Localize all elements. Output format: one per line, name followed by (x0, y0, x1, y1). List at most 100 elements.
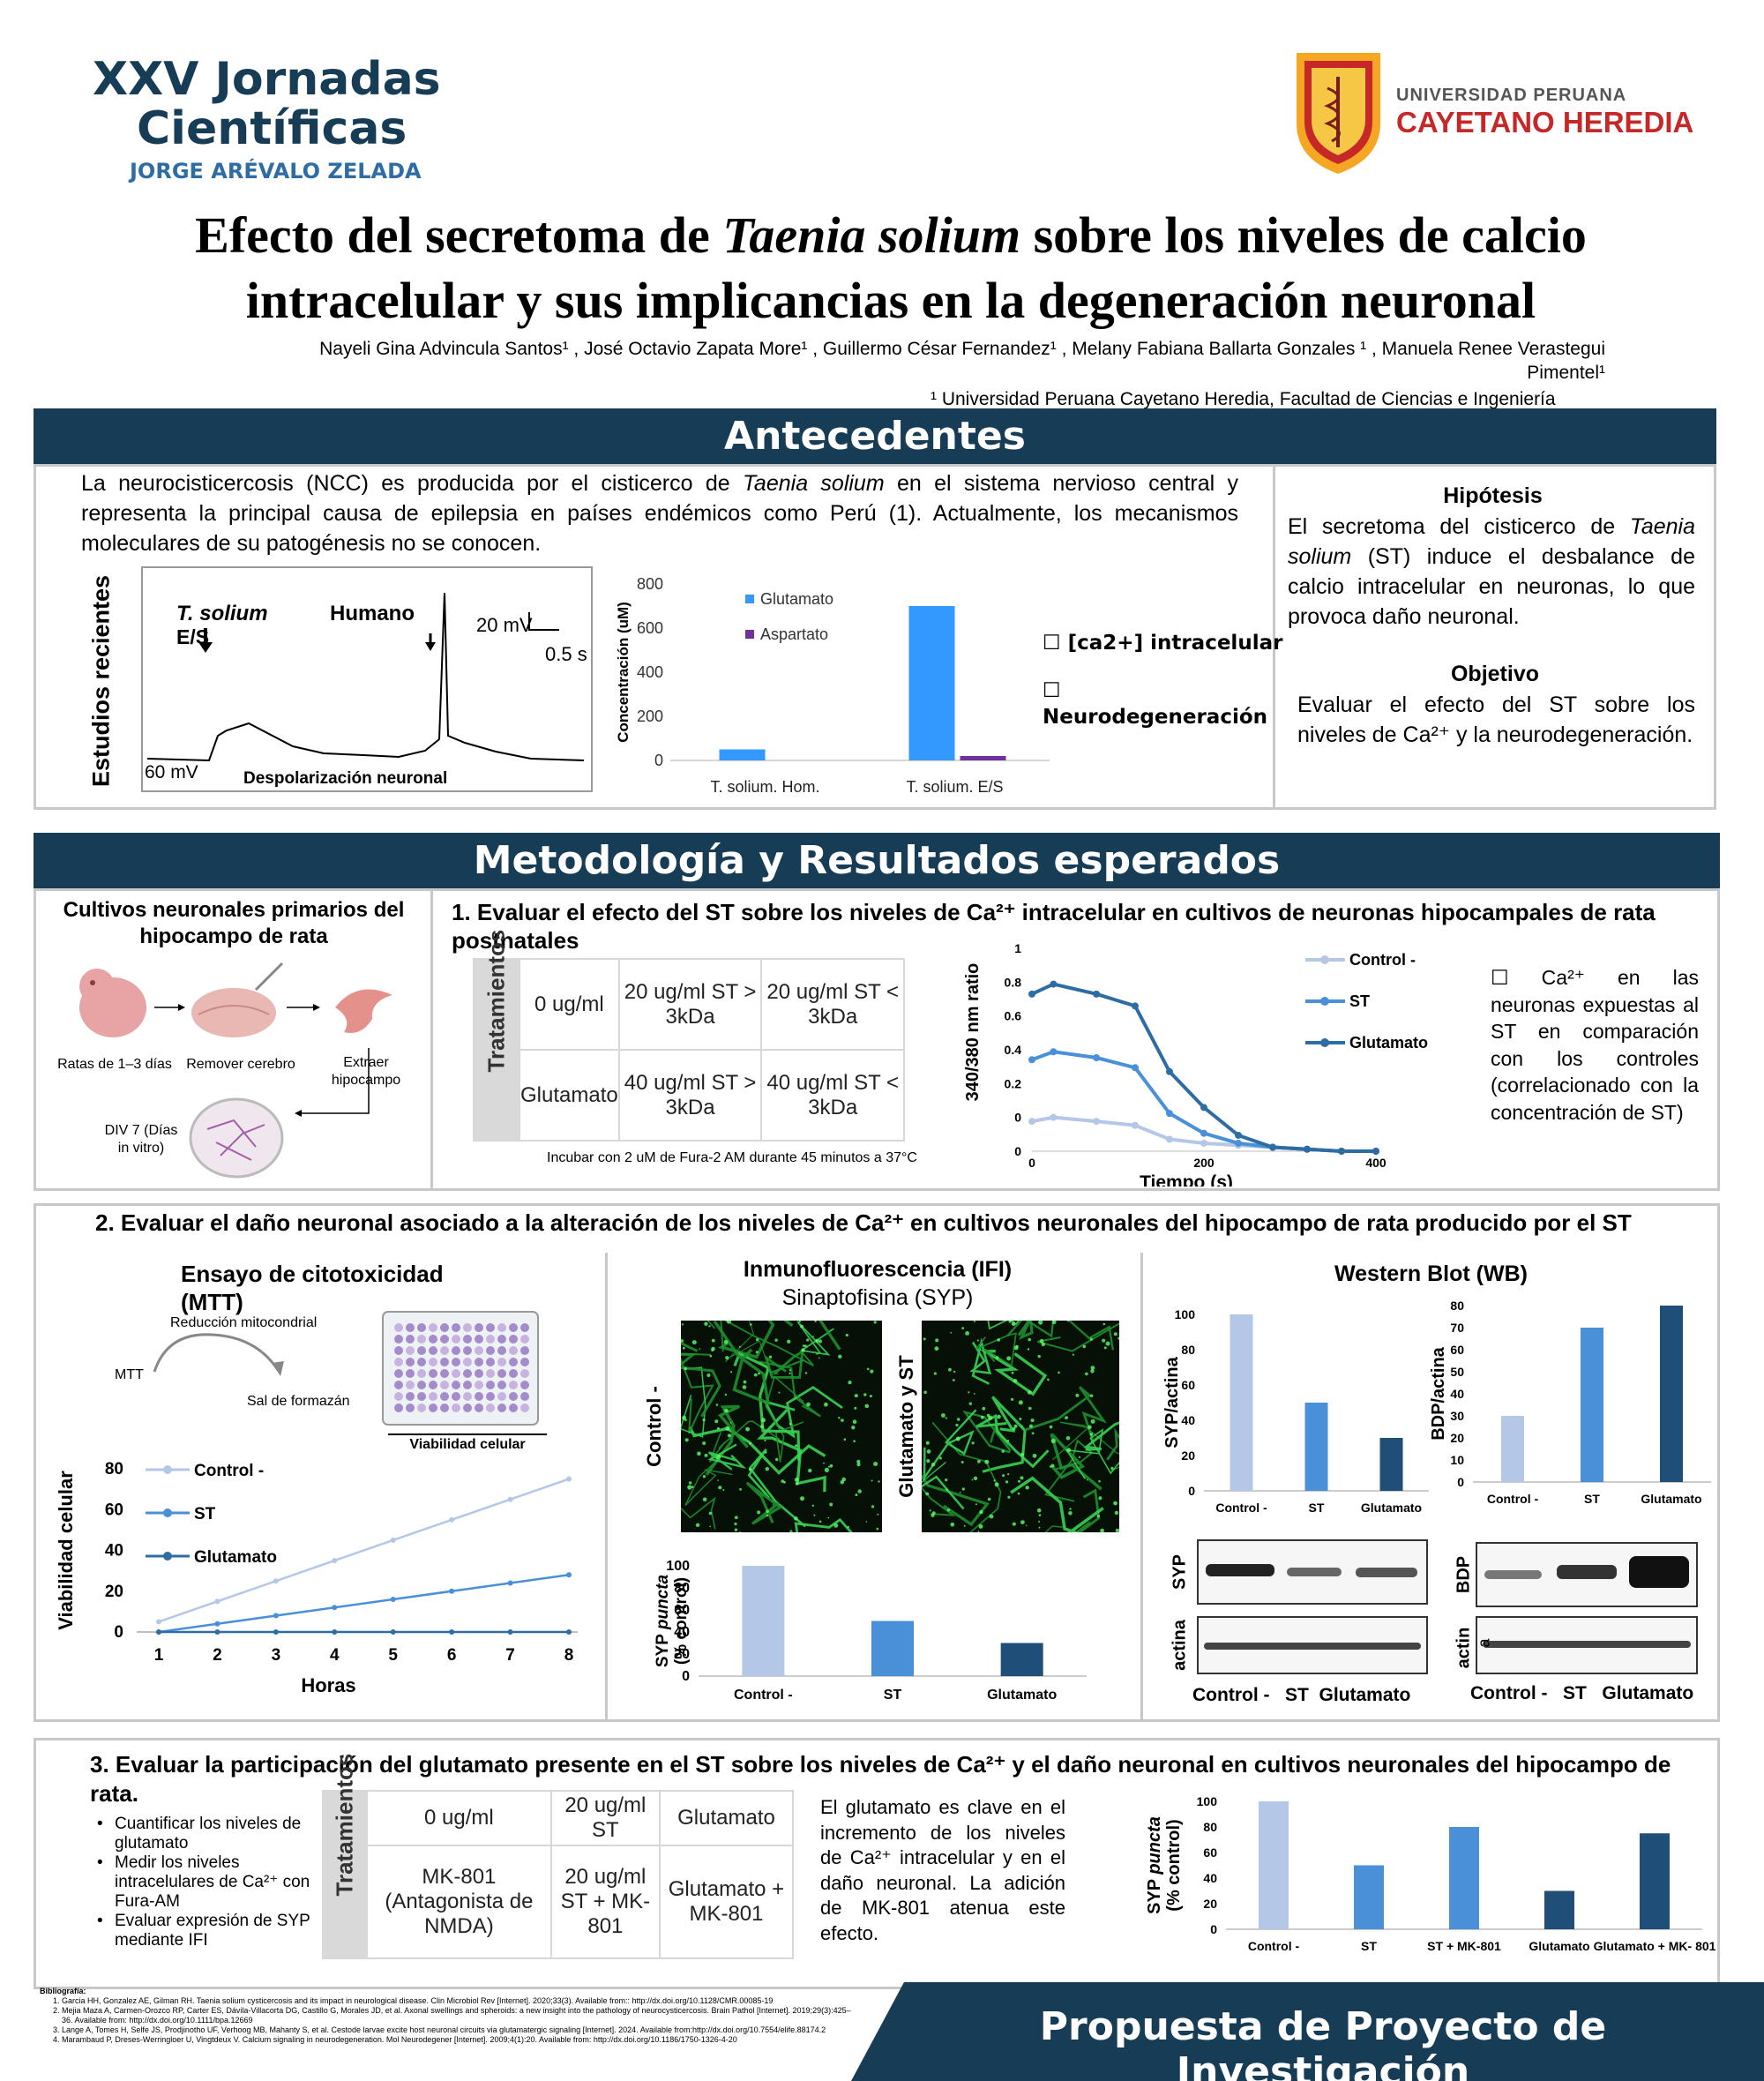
synaptic-puncta (1088, 1425, 1092, 1430)
data-point (1050, 1048, 1058, 1056)
synaptic-puncta (1028, 1406, 1032, 1411)
synaptic-puncta (1025, 1524, 1028, 1527)
synaptic-puncta (766, 1509, 769, 1514)
synaptic-puncta (716, 1426, 720, 1430)
synaptic-puncta (734, 1516, 738, 1520)
synaptic-puncta (684, 1366, 688, 1371)
poster-title: Efecto del secretoma de Taenia solium so… (195, 206, 1587, 329)
neurite (1017, 1321, 1034, 1340)
data-point (214, 1598, 220, 1605)
bullet-item: Evaluar expresión de SYP mediante IFI (97, 1912, 322, 1950)
plate-well (497, 1335, 506, 1344)
synaptic-puncta (873, 1462, 878, 1466)
plate-well (394, 1346, 403, 1355)
plate-well (475, 1381, 483, 1389)
plate-well (509, 1335, 518, 1344)
synaptic-puncta (818, 1339, 822, 1344)
y-tick-label: 100 (1175, 1307, 1196, 1321)
legend-swatch (745, 595, 754, 603)
plate-well (417, 1369, 426, 1378)
synaptic-puncta (800, 1496, 804, 1501)
synaptic-puncta (756, 1338, 759, 1342)
synaptic-puncta (687, 1485, 692, 1490)
t1-cell: 20 ug/ml ST < 3kDa (760, 958, 905, 1051)
event-logo: XXV Jornadas Científicas JORGE ARÉVALO Z… (93, 55, 463, 183)
neurite (982, 1396, 1027, 1473)
plate-well (429, 1392, 437, 1401)
data-point (390, 1597, 396, 1602)
plate-well (463, 1369, 472, 1378)
neurite (747, 1448, 806, 1528)
synaptic-puncta (934, 1346, 939, 1351)
synaptic-puncta (1090, 1369, 1095, 1374)
synaptic-puncta (827, 1516, 830, 1519)
synaptic-puncta (979, 1509, 983, 1515)
plate-well (406, 1323, 415, 1332)
synaptic-puncta (1012, 1427, 1016, 1431)
synaptic-puncta (955, 1423, 959, 1427)
synaptic-puncta (681, 1339, 684, 1343)
synaptic-puncta (977, 1459, 981, 1463)
synaptic-puncta (840, 1480, 844, 1485)
event-subtitle: JORGE ARÉVALO ZELADA (130, 159, 422, 183)
y-tick-label: 100 (1197, 1794, 1218, 1808)
neurite (707, 1443, 747, 1471)
legend-marker (163, 1508, 172, 1517)
synaptic-puncta (789, 1369, 792, 1372)
synaptic-puncta (1050, 1463, 1055, 1468)
synaptic-puncta (965, 1331, 969, 1336)
synaptic-puncta (812, 1336, 814, 1337)
plate-well (497, 1346, 506, 1355)
synaptic-puncta (691, 1340, 697, 1345)
footer-banner-shape (851, 1982, 1764, 2081)
trat-label-3: Tratamientos (331, 1753, 358, 1896)
t3-cell: MK-801 (Antagonista de NMDA) (366, 1845, 552, 1959)
bibliografia: Bibliografía: Garcia HH, Gonzalez AE, Gi… (40, 1987, 851, 2045)
x-tick-label: 400 (1365, 1156, 1387, 1170)
plate-well (486, 1369, 495, 1378)
neurite (1074, 1488, 1101, 1532)
y-axis-label: Concentración (uM) (615, 602, 632, 743)
reduccion-label: Reducción mitocondrial (170, 1315, 318, 1330)
y-tick-label: 70 (1450, 1321, 1464, 1335)
t3-cell: 20 ug/ml ST + MK-801 (549, 1845, 661, 1959)
synaptic-puncta (702, 1475, 706, 1478)
synaptic-puncta (923, 1337, 926, 1341)
mtt-arrow-icon (153, 1333, 284, 1376)
plate-well (520, 1404, 529, 1412)
t1-cell: 40 ug/ml ST > 3kDa (617, 1049, 763, 1142)
plate-well (440, 1323, 449, 1332)
synaptic-puncta (715, 1404, 719, 1406)
y-tick-label: 80 (1181, 1343, 1195, 1357)
synaptic-puncta (1098, 1496, 1102, 1501)
synaptic-puncta (997, 1414, 1001, 1419)
step-remover: Remover cerebro (186, 1057, 295, 1072)
synaptic-puncta (789, 1372, 791, 1374)
data-point (1093, 1118, 1101, 1126)
y-tick-label: 0.8 (1005, 975, 1022, 989)
y-axis-label: SYP puncta(% control) (1145, 1816, 1184, 1914)
synaptic-puncta (829, 1502, 833, 1507)
legend-label: Aspartato (760, 625, 828, 643)
synaptic-puncta (739, 1487, 742, 1491)
plate-well (429, 1369, 437, 1378)
data-point (1200, 1139, 1207, 1147)
synaptic-puncta (738, 1345, 741, 1348)
plate-well (463, 1358, 472, 1366)
synaptic-puncta (688, 1481, 692, 1485)
y-tick-label: 60 (674, 1603, 690, 1618)
t1-cell: 20 ug/ml ST > 3kDa (617, 958, 763, 1051)
plate-well (417, 1392, 426, 1401)
plate-well (452, 1346, 460, 1355)
plate-well (440, 1369, 449, 1378)
plate-well (394, 1381, 403, 1389)
synaptic-puncta (848, 1381, 852, 1385)
data-point (390, 1537, 396, 1543)
synaptic-puncta (1025, 1486, 1029, 1490)
x-tick-label: T. solium. E/S (906, 778, 1003, 796)
synaptic-puncta (973, 1393, 975, 1395)
plate-well (429, 1404, 437, 1412)
step-div7: DIV 7 (Días in vitro) (104, 1123, 178, 1156)
legend-label: Glutamato (1349, 1034, 1428, 1052)
data-point (1028, 1118, 1035, 1126)
